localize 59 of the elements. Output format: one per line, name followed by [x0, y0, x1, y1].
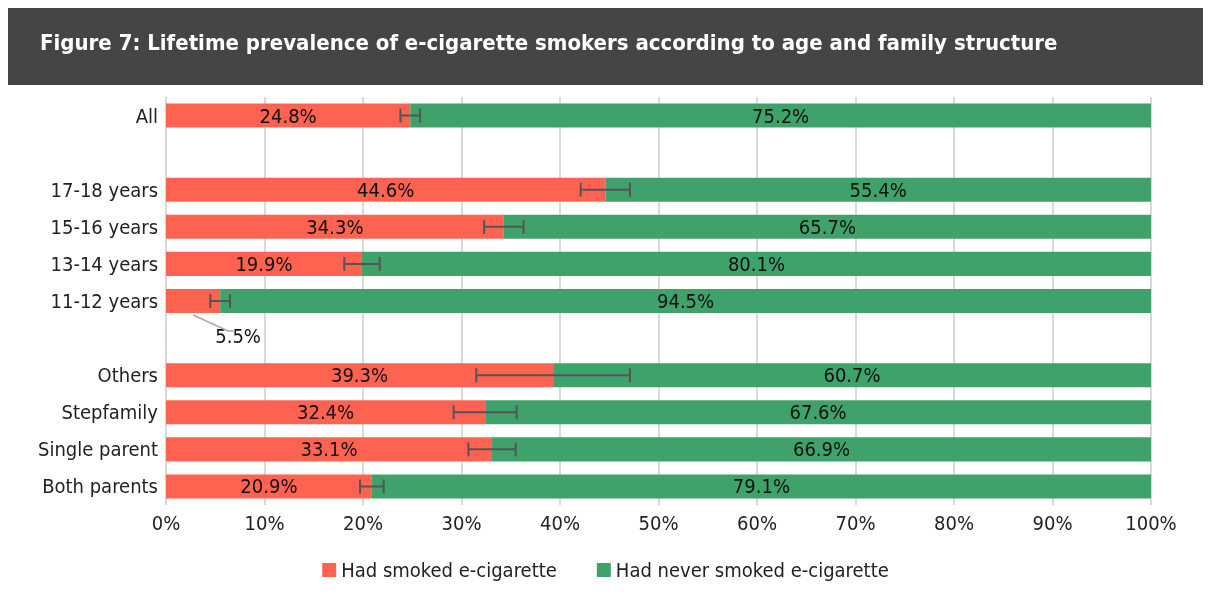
x-tick-label: 30%: [441, 511, 482, 535]
bar: [371, 474, 1151, 499]
data-label: 75.2%: [752, 103, 810, 128]
y-tick-label: Both parents: [42, 474, 158, 499]
x-tick-label: 40%: [540, 511, 580, 535]
x-tick-label: 80%: [934, 511, 974, 535]
bar: [492, 437, 1151, 462]
y-tick-label: All: [135, 103, 158, 128]
x-tick-label: 20%: [343, 511, 383, 535]
data-label: 79.1%: [732, 474, 791, 499]
bar: [166, 103, 411, 128]
data-label: 55.4%: [849, 177, 907, 202]
data-label: 19.9%: [235, 251, 293, 276]
data-label: 44.6%: [357, 177, 415, 202]
data-label: 24.8%: [259, 103, 317, 128]
bar: [166, 400, 486, 425]
bar: [166, 177, 606, 202]
data-label: 33.1%: [300, 437, 358, 462]
bar: [362, 251, 1151, 276]
bar: [166, 474, 372, 499]
x-tick-label: 10%: [244, 511, 285, 535]
bar: [166, 363, 554, 388]
bar: [553, 363, 1151, 388]
bar: [166, 251, 363, 276]
y-tick-label: 13-14 years: [50, 251, 158, 276]
bar: [605, 177, 1151, 202]
bar: [166, 214, 504, 239]
x-tick-label: 90%: [1032, 511, 1073, 535]
y-tick-label: Others: [97, 363, 158, 388]
y-tick-label: 17-18 years: [50, 177, 158, 202]
x-tick-label: 100%: [1125, 511, 1177, 535]
data-label: 67.6%: [789, 400, 847, 425]
legend-label: Had never smoked e-cigarette: [615, 558, 889, 582]
data-label: 94.5%: [657, 289, 715, 313]
data-label: 80.1%: [727, 251, 786, 276]
x-tick-label: 70%: [835, 511, 876, 535]
x-tick-label: 0%: [151, 511, 181, 535]
bar: [485, 400, 1151, 425]
x-tick-label: 60%: [737, 511, 777, 535]
data-label: 39.3%: [330, 363, 389, 388]
y-tick-label: 11-12 years: [50, 289, 158, 313]
bar: [503, 214, 1151, 239]
legend-label: Had smoked e-cigarette: [341, 558, 557, 582]
bar: [166, 288, 221, 314]
x-tick-label: 50%: [638, 511, 679, 535]
data-label: 65.7%: [798, 214, 857, 239]
chart-title: Figure 7: Lifetime prevalence of e-cigarette smokers according to age and family structure: [8, 8, 1203, 85]
y-tick-label: Stepfamily: [61, 400, 159, 425]
data-label: 32.4%: [296, 400, 355, 425]
data-label: 20.9%: [240, 474, 298, 499]
data-label: 5.5%: [215, 324, 261, 349]
bar: [166, 437, 493, 462]
bar: [410, 103, 1151, 128]
data-label: 34.3%: [306, 214, 364, 239]
y-tick-label: Single parent: [38, 437, 158, 462]
bar: [220, 288, 1151, 314]
data-label: 60.7%: [823, 363, 881, 388]
y-tick-label: 15-16 years: [50, 214, 158, 239]
data-label: 66.9%: [792, 437, 851, 462]
